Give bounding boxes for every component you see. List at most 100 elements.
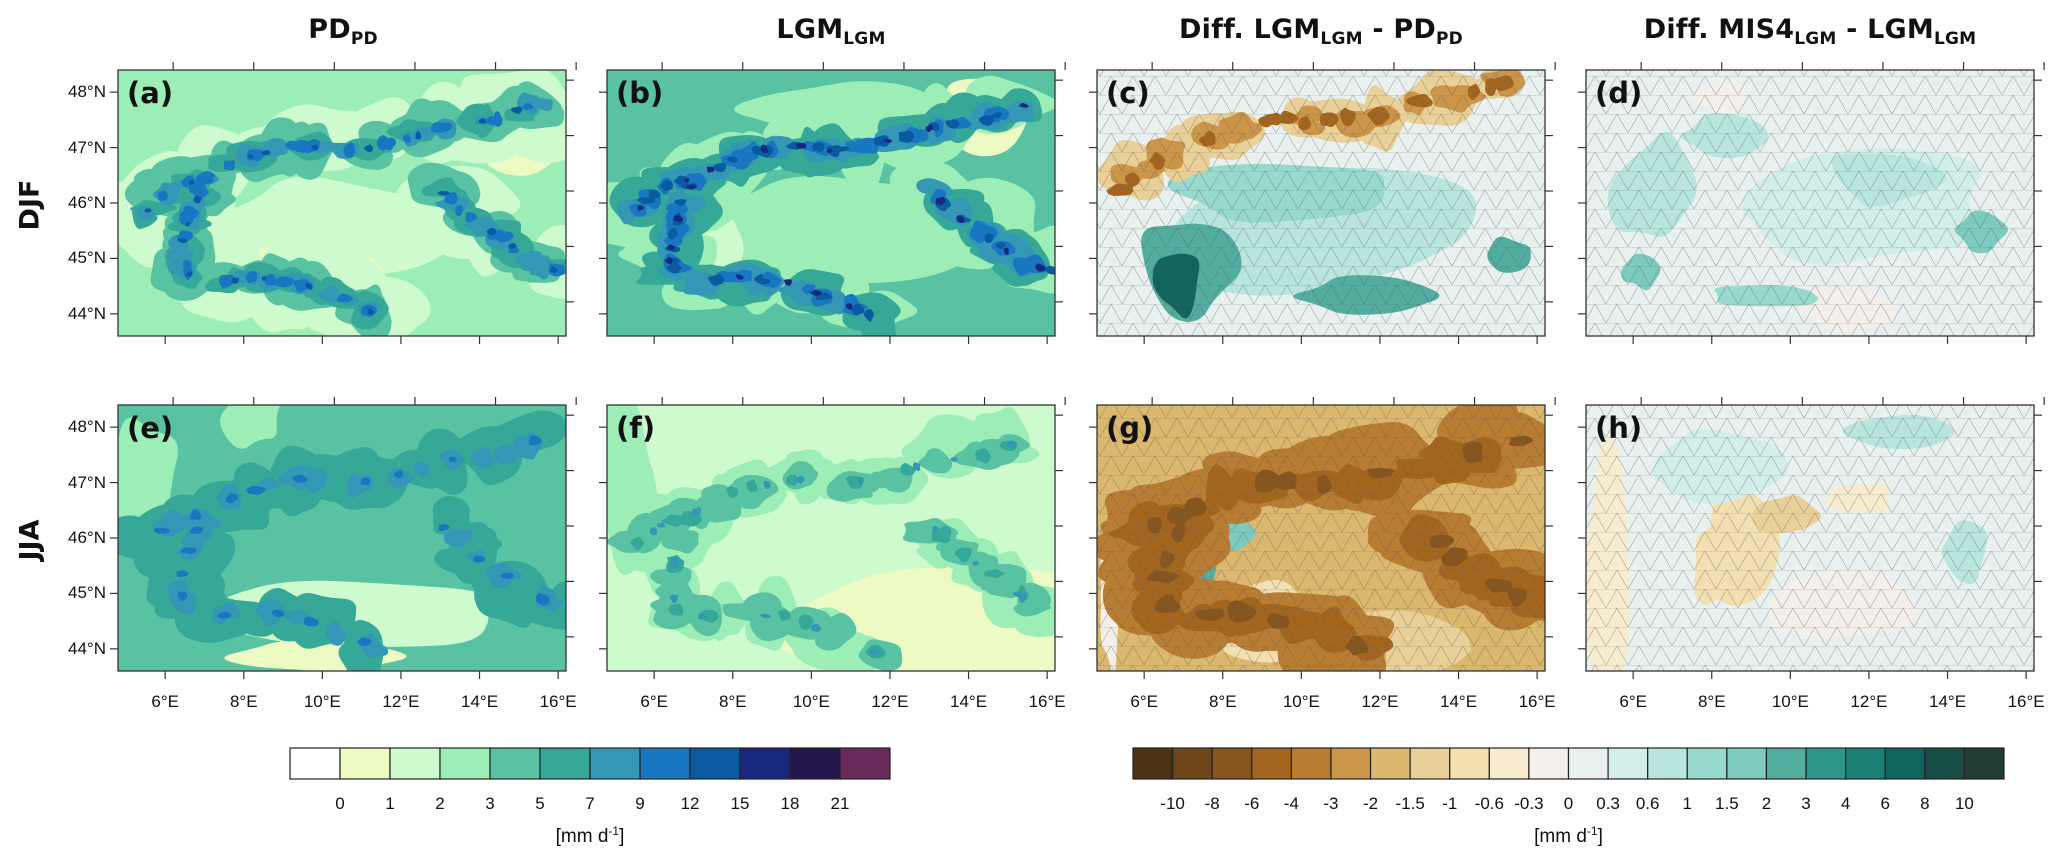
colorbar-swatch: [1449, 747, 1490, 780]
field-contour: [863, 309, 874, 322]
field-contour: [437, 191, 450, 196]
column-title: Diff. LGMLGM - PDPD: [1179, 14, 1463, 49]
title-subscript: LGM: [1794, 29, 1837, 49]
field-contour: [710, 276, 719, 287]
field-contour: [661, 514, 682, 527]
colorbar-swatch: [1488, 747, 1530, 780]
map-panel-h: [1586, 405, 2034, 671]
lon-tick-label: 12°E: [1361, 692, 1399, 711]
field-contour: [264, 274, 278, 286]
field-contour: [275, 276, 294, 288]
field-contour: [978, 115, 995, 126]
field-contour: [189, 509, 202, 520]
field-contour: [473, 555, 485, 563]
lon-tick-label: 10°E: [792, 692, 830, 711]
colorbar-swatch: [1845, 747, 1886, 780]
field-contour: [735, 269, 753, 283]
field-contour: [448, 456, 457, 462]
field-contour: [549, 266, 559, 273]
field-contour: [727, 156, 739, 163]
colorbar-tick-label: 0.3: [1596, 794, 1620, 813]
unit-superscript: -1: [1586, 824, 1598, 838]
field-contour: [860, 295, 897, 336]
colorbar-tick-label: 7: [585, 794, 595, 813]
field-contour: [231, 277, 240, 284]
colorbar-swatch: [1607, 747, 1649, 780]
field-contour: [177, 591, 188, 602]
colorbar-tick-label: 0.6: [1635, 794, 1660, 813]
field-contour: [493, 231, 515, 243]
field-contour: [166, 512, 197, 531]
lat-tick-label: 44°N: [68, 303, 106, 323]
field-contour: [674, 199, 687, 206]
colorbar-tick-label: -1: [1442, 794, 1458, 813]
field-contour: [935, 196, 946, 205]
lat-tick-label: 47°N: [68, 137, 106, 157]
colorbar-swatch: [1290, 747, 1332, 780]
field-contour: [325, 628, 347, 646]
title-subscript: PD: [1435, 29, 1463, 49]
lon-tick-label: 10°E: [303, 692, 341, 711]
panel-letter: (h): [1595, 411, 1643, 445]
map-panel-c: [1097, 70, 1545, 336]
field-contour: [899, 463, 917, 476]
row-label-jja: JJA: [14, 519, 46, 561]
field-contour: [637, 204, 645, 211]
colorbar-swatch: [539, 747, 591, 780]
lon-tick-label: 6°E: [640, 692, 668, 711]
field-contour: [972, 561, 979, 566]
field-contour: [190, 526, 204, 534]
colorbar-swatch: [1726, 747, 1768, 780]
field-contour: [219, 274, 236, 289]
field-contour: [470, 446, 495, 468]
field-contour: [535, 592, 551, 606]
field-contour: [1019, 102, 1029, 108]
field-contour: [697, 609, 720, 623]
colorbar-tick-label: 1: [385, 794, 395, 813]
colorbar-tick-label: -8: [1204, 794, 1220, 813]
field-contour: [393, 470, 404, 479]
colorbar-swatch: [1805, 747, 1847, 780]
colorbar-tick-label: 8: [1920, 794, 1930, 813]
field-contour: [735, 274, 744, 280]
lat-tick-label: 46°N: [68, 528, 106, 547]
field-contour: [454, 204, 464, 216]
field-contour: [801, 284, 816, 295]
significance-hatching: [1097, 405, 1545, 671]
field-contour: [660, 179, 673, 191]
lat-tick-label: 48°N: [68, 82, 106, 102]
column-title: PDPD: [308, 14, 378, 49]
colorbar-tick-label: 4: [1840, 794, 1851, 813]
field-contour: [493, 111, 503, 127]
field-contour: [858, 477, 864, 485]
field-contour: [826, 145, 841, 158]
field-contour: [826, 148, 833, 153]
colorbar-swatch: [1963, 747, 2005, 780]
field-contour: [649, 527, 658, 536]
lon-tick-label: 16°E: [539, 692, 577, 711]
field-contour: [760, 144, 769, 153]
row-label-djf: DJF: [14, 179, 46, 231]
lon-tick-label: 10°E: [1771, 692, 1809, 711]
colorbar-swatch: [689, 747, 741, 780]
colorbar-swatch: [1924, 747, 1966, 780]
colorbar-tick-label: -3: [1323, 794, 1339, 813]
colorbar-tick-label: 9: [635, 794, 645, 813]
colorbar-swatch: [1369, 747, 1411, 780]
field-contour: [882, 138, 893, 143]
colorbar-swatch: [339, 747, 391, 780]
field-contour: [636, 197, 656, 204]
field-contour: [932, 525, 939, 534]
lon-tick-label: 12°E: [1850, 692, 1888, 711]
panel-letter: (a): [127, 76, 174, 110]
field-contour: [713, 163, 727, 173]
field-contour: [478, 118, 487, 124]
field-contour: [1019, 593, 1027, 603]
field-contour: [522, 102, 534, 110]
field-contour: [456, 103, 494, 136]
field-contour: [667, 227, 678, 240]
field-contour: [183, 205, 201, 221]
field-contour: [336, 293, 354, 303]
lon-tick-label: 14°E: [1929, 692, 1967, 711]
